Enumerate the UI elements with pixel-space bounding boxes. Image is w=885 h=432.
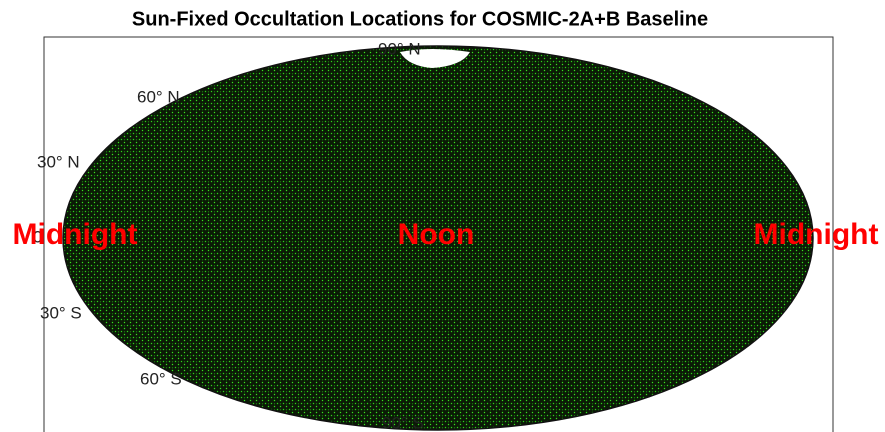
latitude-label: 60° S xyxy=(140,369,182,388)
time-annotation: Midnight xyxy=(754,218,879,251)
latitude-label: 30° N xyxy=(37,152,80,171)
time-annotation: Midnight xyxy=(13,218,138,251)
title: Sun-Fixed Occultation Locations for COSM… xyxy=(132,8,708,30)
latitude-labels: 90° N 60° N 30° N 0 30° S 60° S 90° S xyxy=(33,39,424,432)
annotations: Midnight Noon Midnight xyxy=(13,218,879,251)
time-annotation: Noon xyxy=(398,218,475,251)
latitude-label: 90° N xyxy=(378,39,421,58)
latitude-label: 30° S xyxy=(40,303,82,322)
latitude-label: 90° S xyxy=(382,413,424,432)
latitude-label: 60° N xyxy=(137,87,180,106)
polar-gap xyxy=(400,49,470,68)
occultation-map xyxy=(62,45,814,431)
latitude-label: 0 xyxy=(33,227,42,246)
